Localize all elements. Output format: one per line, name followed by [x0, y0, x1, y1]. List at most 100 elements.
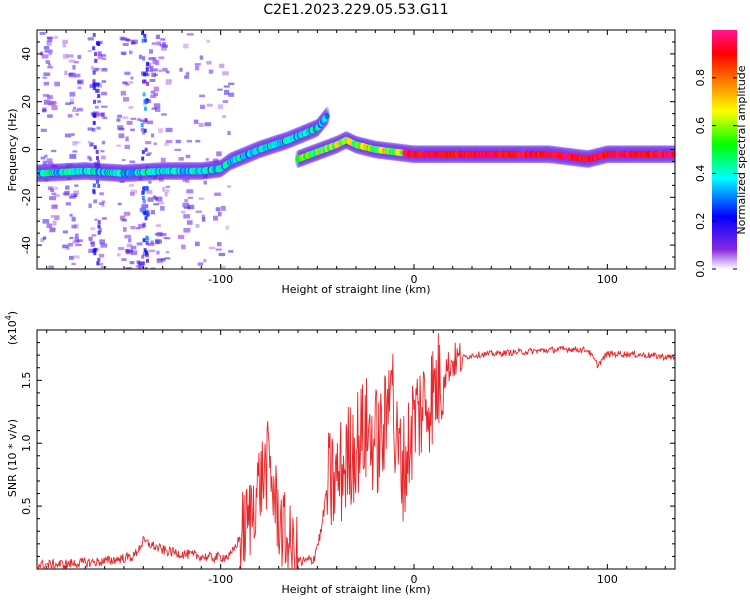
spectrogram-streak	[96, 261, 100, 266]
spectrogram-speckle	[71, 262, 76, 266]
spectrogram-speckle	[215, 207, 221, 212]
spectrogram-speckle	[151, 72, 156, 77]
spectrogram-streak	[93, 52, 97, 57]
spectrogram-speckle	[138, 176, 143, 181]
spectrogram-speckle	[77, 80, 82, 84]
spectrogram-speckle	[101, 54, 107, 57]
spectrogram-speckle	[125, 266, 133, 269]
spectrogram-speckle	[228, 250, 234, 253]
spectrogram-streak	[93, 113, 97, 118]
spectrogram-speckle	[165, 79, 172, 83]
spectrogram-speckle	[88, 236, 93, 241]
spectrogram-speckle	[156, 259, 163, 264]
colorbar: 0.0 0.2 0.4 0.6 0.8 Normalized spectral ampl…	[694, 30, 748, 278]
spectrogram-speckle	[42, 219, 50, 224]
spectrogram-speckle	[124, 71, 131, 75]
spectrogram-speckle	[51, 164, 57, 168]
spectrogram-speckle	[68, 195, 76, 199]
snr-panel: -100 0 100 0.5 1.0 1.5 Height of straight li…	[4, 311, 676, 596]
spectrogram-streak	[146, 236, 150, 241]
spectrogram-speckle	[143, 101, 147, 106]
spectrogram-speckle	[164, 191, 168, 197]
spectrogram-speckle	[44, 49, 50, 53]
snr-x-label: Height of straight line (km)	[281, 583, 430, 596]
spectrogram-speckle	[214, 192, 222, 196]
spectrogram-speckle	[51, 192, 57, 195]
spectrogram-image	[37, 30, 675, 269]
spectrogram-speckle	[91, 234, 97, 237]
spectrogram-streak	[92, 46, 96, 51]
spectrogram-y-tick-label: 40	[20, 47, 33, 61]
spectrogram-speckle	[87, 155, 91, 160]
spectrogram-streak	[95, 156, 99, 161]
spectrogram-speckle	[45, 60, 50, 64]
spectrogram-speckle	[47, 161, 54, 165]
spectrogram-speckle	[180, 210, 186, 214]
spectrogram-speckle	[156, 250, 160, 255]
spectrogram-speckle	[100, 91, 108, 96]
spectrogram-speckle	[44, 179, 49, 182]
spectrogram-speckle	[101, 200, 106, 203]
spectrogram-speckle	[65, 202, 72, 206]
spectrogram-speckle	[215, 248, 222, 251]
spectrogram-speckle	[92, 67, 98, 72]
spectrogram-speckle	[148, 174, 153, 177]
spectrogram-speckle	[52, 186, 59, 190]
spectrogram-speckle	[70, 193, 77, 197]
spectrogram-speckle	[155, 34, 161, 40]
spectrogram-speckle	[74, 73, 81, 78]
spectrogram-streak	[142, 238, 146, 243]
spectrogram-streak	[95, 88, 99, 93]
spectrogram-speckle	[141, 131, 146, 135]
spectrogram-speckle	[155, 239, 160, 245]
spectrogram-streak	[92, 70, 96, 75]
spectrogram-speckle	[100, 150, 105, 153]
spectrogram-speckle	[69, 91, 76, 97]
spectrogram-streak	[96, 82, 100, 87]
spectrogram-streak	[92, 82, 96, 87]
spectrogram-speckle	[186, 139, 192, 143]
spectrogram-speckle	[40, 156, 46, 160]
spectrogram-speckle	[87, 37, 94, 41]
spectrogram-speckle	[187, 204, 195, 210]
spectrogram-streak	[96, 88, 100, 93]
spectrogram-speckle	[165, 82, 172, 85]
spectrogram-speckle	[48, 52, 52, 56]
spectrogram-speckle	[178, 157, 184, 161]
spectrogram-speckle	[206, 103, 213, 107]
spectrogram-streak	[97, 257, 101, 262]
spectrogram-y-tick-label: 20	[20, 95, 33, 109]
spectrogram-speckle	[51, 204, 58, 209]
spectrogram-speckle	[124, 144, 131, 150]
spectrogram-speckle	[88, 157, 93, 162]
spectrogram-speckle	[87, 141, 91, 144]
spectrogram-speckle	[41, 54, 49, 59]
spectrogram-speckle	[68, 72, 76, 78]
spectrogram-speckle	[69, 213, 73, 217]
spectrogram-speckle	[151, 107, 157, 110]
spectrogram-streak	[146, 81, 150, 86]
spectrogram-speckle	[42, 160, 47, 166]
spectrogram-streak	[142, 92, 146, 97]
spectrogram-speckle	[66, 163, 73, 167]
spectrogram-speckle	[155, 107, 161, 112]
spectrogram-speckle	[155, 224, 161, 227]
spectrogram-speckle	[72, 240, 80, 244]
spectrogram-speckle	[164, 237, 171, 240]
spectrogram-speckle	[158, 56, 165, 60]
spectrogram-speckle	[165, 140, 173, 144]
spectrogram-speckle	[181, 244, 186, 250]
spectrogram-speckle	[90, 65, 94, 71]
spectrogram-speckle	[130, 191, 135, 196]
spectrogram-speckle	[69, 101, 75, 105]
snr-y-tick-label: 1.0	[20, 434, 33, 452]
spectrogram-speckle	[162, 67, 168, 72]
spectrogram-speckle	[72, 150, 78, 153]
spectrogram-streak	[145, 250, 149, 255]
ridge-cell	[672, 150, 675, 158]
snr-scale-label: (x104)	[4, 311, 19, 345]
spectrogram-speckle	[41, 108, 47, 113]
spectrogram-speckle	[153, 142, 157, 145]
spectrogram-speckle	[147, 242, 155, 246]
